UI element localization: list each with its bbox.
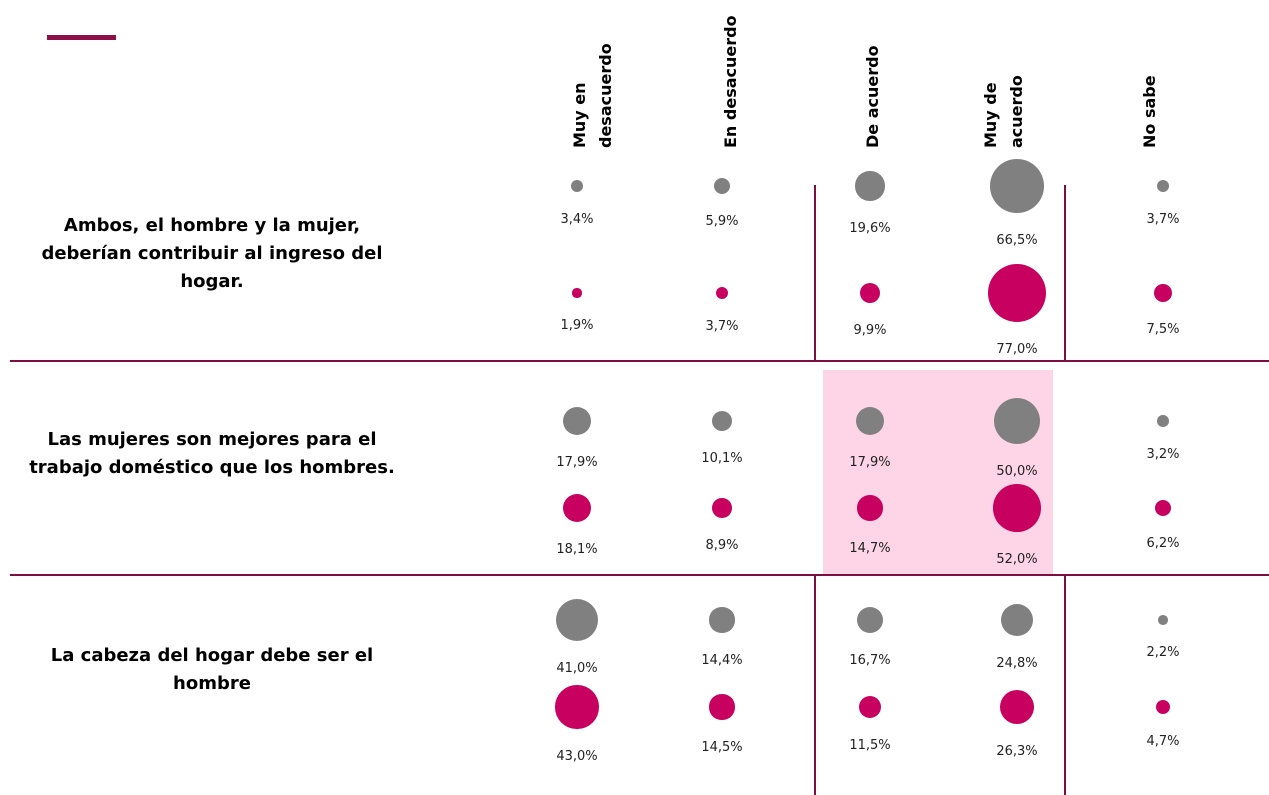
bubble bbox=[1155, 699, 1171, 715]
col-divider bbox=[814, 576, 816, 795]
value-label: 4,7% bbox=[1146, 734, 1180, 750]
column-header: Muy en desacuerdo bbox=[570, 43, 615, 148]
value-label: 2,2% bbox=[1146, 644, 1180, 660]
bubble bbox=[1156, 179, 1170, 193]
bubble bbox=[572, 288, 582, 298]
value-label: 19,6% bbox=[849, 220, 891, 236]
value-label: 77,0% bbox=[996, 341, 1038, 357]
value-label: 1,9% bbox=[560, 317, 594, 333]
bubble bbox=[1000, 603, 1034, 637]
row-label: Ambos, el hombre y la mujer, deberían co… bbox=[41, 215, 383, 292]
bubble bbox=[858, 695, 882, 719]
bubble bbox=[856, 407, 884, 435]
bubble bbox=[1153, 283, 1173, 303]
bubble bbox=[855, 171, 885, 201]
bubble bbox=[1158, 615, 1168, 625]
value-label: 10,1% bbox=[701, 451, 743, 467]
bubble bbox=[563, 407, 591, 435]
value-label: 16,7% bbox=[849, 653, 891, 669]
column-header: No sabe bbox=[1140, 75, 1159, 148]
bubble bbox=[1157, 415, 1169, 427]
bubble bbox=[570, 179, 584, 193]
bubble bbox=[709, 607, 735, 633]
value-label: 3,2% bbox=[1146, 446, 1180, 462]
value-label: 14,4% bbox=[701, 652, 743, 668]
value-label: 8,9% bbox=[705, 537, 739, 553]
value-label: 14,7% bbox=[849, 540, 891, 556]
bubble bbox=[709, 694, 735, 720]
col-divider bbox=[1064, 576, 1066, 795]
value-label: 52,0% bbox=[996, 551, 1038, 567]
bubble bbox=[993, 397, 1041, 445]
bubble bbox=[712, 498, 732, 518]
bubble bbox=[562, 493, 592, 523]
bubble bbox=[713, 177, 730, 194]
value-label: 26,3% bbox=[996, 743, 1038, 759]
bubble bbox=[857, 495, 883, 521]
value-label: 17,9% bbox=[849, 454, 891, 470]
bubble bbox=[990, 159, 1044, 213]
value-label: 3,4% bbox=[560, 212, 594, 228]
bubble bbox=[555, 685, 599, 729]
row-label: La cabeza del hogar debe ser el hombre bbox=[50, 645, 374, 694]
value-label: 5,9% bbox=[705, 214, 739, 230]
bubble bbox=[711, 410, 733, 432]
row-divider bbox=[10, 574, 1269, 576]
value-label: 24,8% bbox=[996, 656, 1038, 672]
value-label: 6,2% bbox=[1146, 536, 1180, 552]
accent-bar bbox=[47, 35, 116, 40]
bubble bbox=[988, 264, 1046, 322]
column-header: De acuerdo bbox=[863, 45, 882, 148]
value-label: 3,7% bbox=[705, 319, 739, 335]
column-header: En desacuerdo bbox=[721, 15, 740, 148]
value-label: 3,7% bbox=[1146, 212, 1180, 228]
value-label: 18,1% bbox=[556, 542, 598, 558]
bubble bbox=[993, 484, 1041, 532]
bubble bbox=[859, 282, 881, 304]
bubble bbox=[1000, 690, 1034, 724]
col-divider bbox=[1064, 185, 1066, 360]
value-label: 66,5% bbox=[996, 232, 1038, 248]
bubble bbox=[1154, 499, 1172, 517]
value-label: 7,5% bbox=[1146, 322, 1180, 338]
value-label: 11,5% bbox=[849, 738, 891, 754]
value-label: 50,0% bbox=[996, 464, 1038, 480]
value-label: 14,5% bbox=[701, 739, 743, 755]
row-divider bbox=[10, 360, 1269, 362]
value-label: 9,9% bbox=[853, 323, 887, 339]
bubble bbox=[555, 598, 599, 642]
value-label: 43,0% bbox=[556, 748, 598, 764]
bubble bbox=[856, 606, 884, 634]
column-header: Muy de acuerdo bbox=[981, 75, 1026, 148]
value-label: 17,9% bbox=[556, 454, 598, 470]
value-label: 41,0% bbox=[556, 661, 598, 677]
bubble bbox=[715, 286, 729, 300]
row-label: Las mujeres son mejores para el trabajo … bbox=[29, 429, 395, 478]
col-divider bbox=[814, 185, 816, 360]
